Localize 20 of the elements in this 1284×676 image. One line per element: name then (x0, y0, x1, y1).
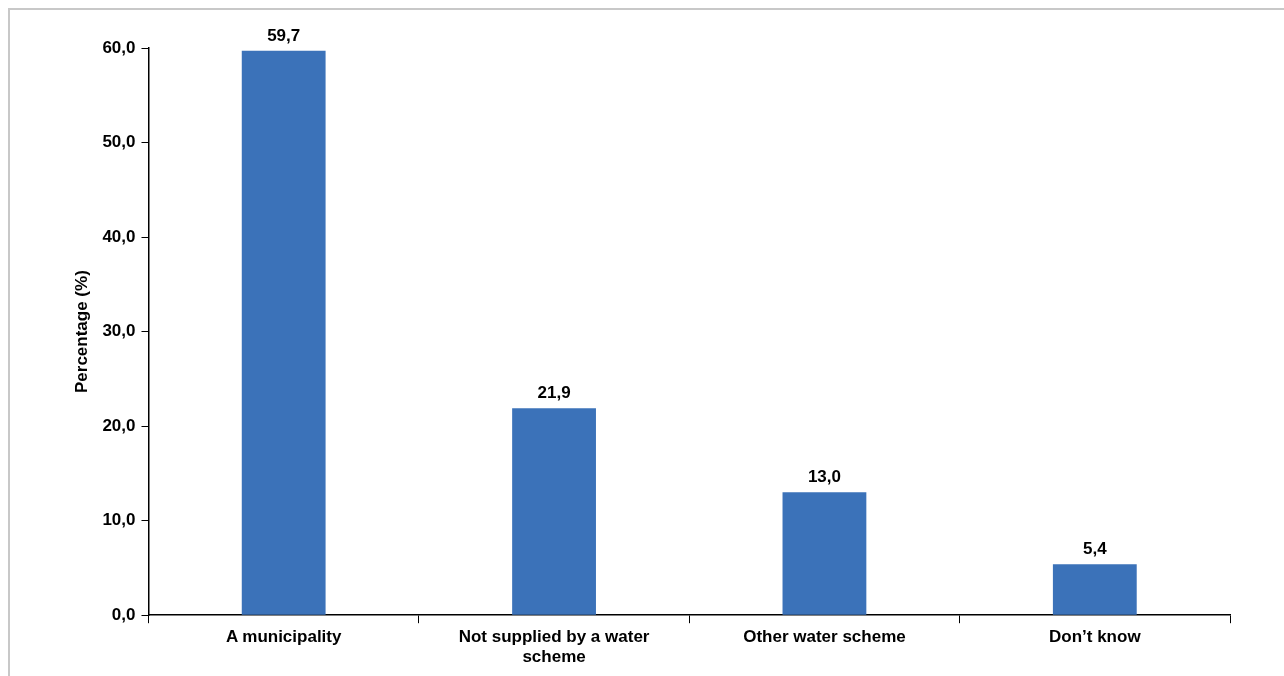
data-label: 59,7 (267, 26, 301, 46)
y-tick-label: 20,0 (102, 415, 136, 435)
y-tick-label: 50,0 (102, 132, 136, 152)
x-tick-label: A municipality (225, 627, 342, 647)
bar (1052, 564, 1137, 615)
bar (241, 50, 326, 615)
bar (512, 408, 596, 615)
data-label: 13,0 (807, 467, 841, 487)
y-tick-label: 40,0 (102, 226, 136, 246)
bar (782, 492, 867, 615)
y-axis-title: Percentage (%) (71, 270, 91, 394)
y-tick-label: 30,0 (102, 321, 136, 341)
y-tick-label: 60,0 (102, 37, 136, 57)
x-tick-label: Not supplied by a water scheme (458, 627, 650, 667)
data-label: 5,4 (1082, 539, 1108, 559)
data-label: 21,9 (537, 383, 571, 403)
y-tick-label: 0,0 (111, 604, 136, 624)
x-tick-label: Don’t know (1049, 627, 1142, 647)
x-tick-label: Other water scheme (743, 627, 906, 647)
y-tick-label: 10,0 (102, 510, 136, 530)
